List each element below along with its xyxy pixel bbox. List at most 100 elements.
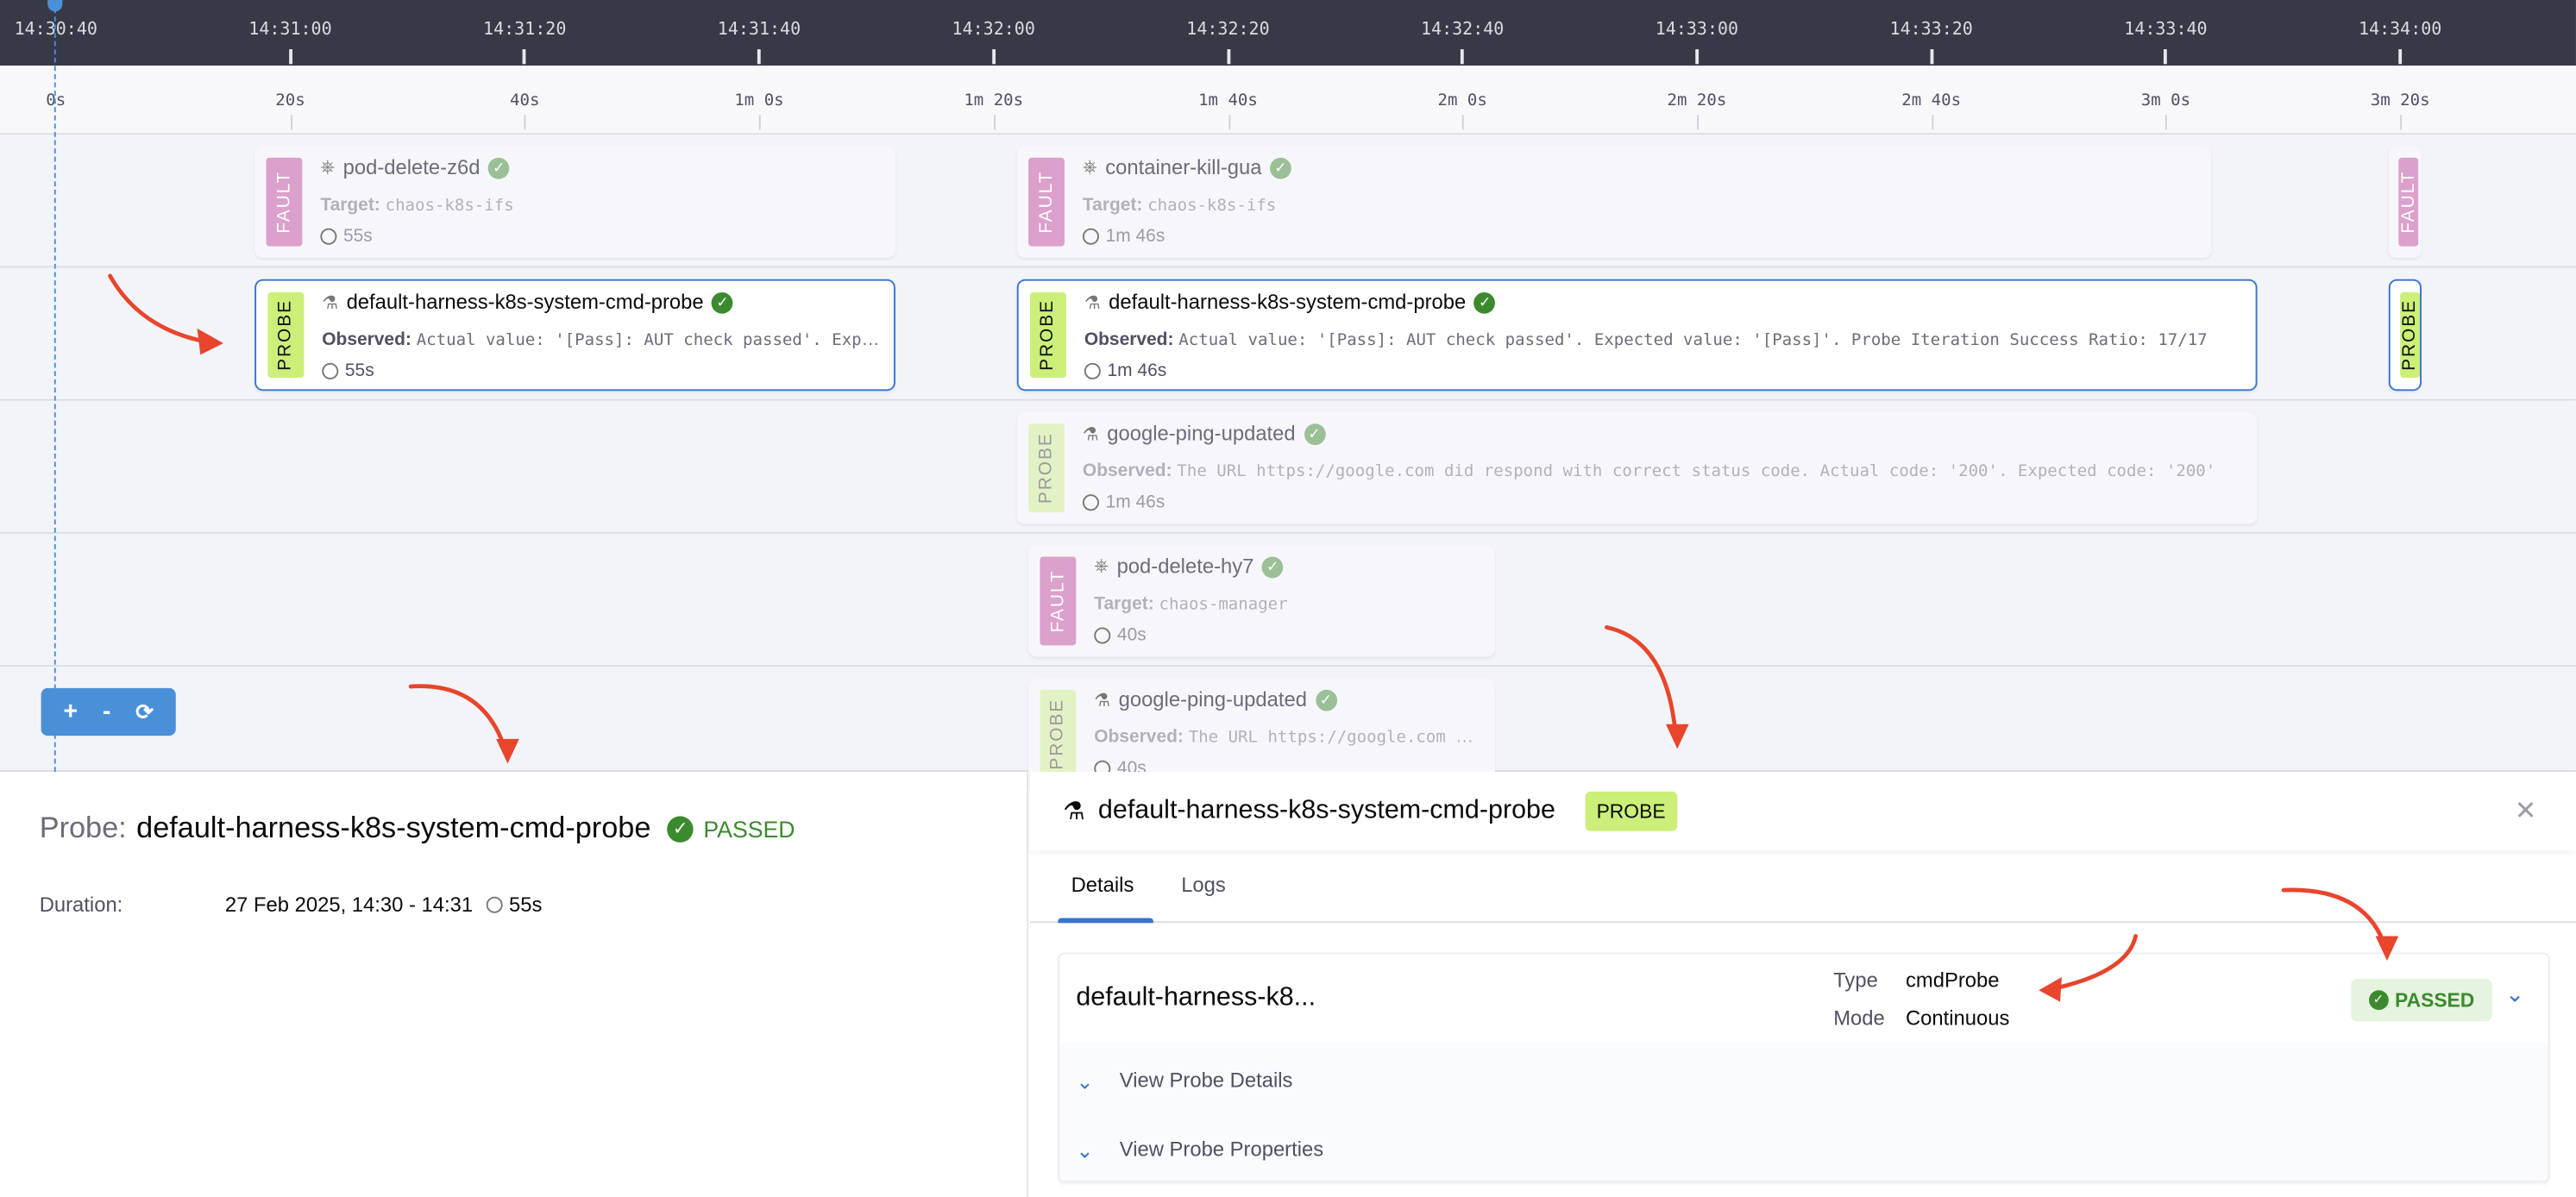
fault-tag: FAULT (266, 157, 303, 247)
tab-logs[interactable]: Logs (1181, 874, 1226, 897)
clock-tick (1695, 49, 1699, 65)
probe-card[interactable]: PROBE (2388, 279, 2422, 392)
view-probe-properties-toggle[interactable]: ⌄ View Probe Properties (1076, 1138, 1323, 1163)
card-field-label: Observed: (322, 329, 412, 350)
clock-tick (991, 49, 996, 65)
mode-label: Mode (1833, 1006, 1885, 1030)
kubernetes-icon: ⎈ (320, 156, 336, 177)
probe-card[interactable]: PROBE ⚗ google-ping-updated ✓ Observed: The … (1028, 678, 1495, 790)
probe-card[interactable]: PROBE ⚗ google-ping-updated ✓ Observed: The … (1016, 411, 2258, 524)
elapsed-tick (290, 115, 292, 130)
kubernetes-icon: ⎈ (1082, 156, 1097, 177)
clock-icon (1082, 494, 1099, 511)
mode-value: Continuous (1905, 1006, 2010, 1030)
duration-label: Duration: (39, 893, 123, 917)
type-value: cmdProbe (1905, 968, 2000, 993)
probe-result-card: default-harness-k8... Type cmdProbe Mode… (1058, 952, 2550, 1183)
tag-label: PROBE (1036, 432, 1057, 504)
check-circle-icon: ✓ (1473, 291, 1496, 313)
fault-card[interactable]: FAULT ⎈ pod-delete-hy7 ✓ Target: chaos-manag… (1028, 545, 1495, 657)
card-title: default-harness-k8s-system-cmd-probe (346, 291, 704, 314)
tag-label: PROBE (1038, 299, 1059, 371)
probe-title-name: default-harness-k8s-system-cmd-probe (136, 811, 651, 844)
clock-tick (2164, 49, 2168, 65)
check-circle-icon: ✓ (487, 156, 510, 179)
card-field-label: Target: (1082, 195, 1143, 216)
clock-tick-label: 14:31:40 (717, 19, 801, 40)
check-circle-icon: ✓ (1261, 555, 1284, 578)
probe-tag: PROBE (267, 291, 305, 378)
elapsed-tick (993, 115, 996, 130)
probe-card[interactable]: PROBE ⚗ default-harness-k8s-system-cmd-pro… (1016, 279, 2258, 392)
clock-tick (757, 49, 761, 65)
elapsed-tick-label: 2m 0s (1437, 91, 1487, 110)
card-field-label: Observed: (1084, 329, 1174, 350)
view-probe-details-toggle[interactable]: ⌄ View Probe Details (1076, 1069, 1292, 1094)
elapsed-tick-label: 1m 0s (734, 91, 784, 110)
elapsed-tick-label: 40s (510, 91, 540, 110)
zoom-controls: + - ⟳ (41, 687, 176, 736)
passed-badge: ✓ PASSED (2351, 978, 2492, 1022)
clock-tick-label: 14:32:40 (1421, 19, 1505, 40)
duration-elapsed: 55s (508, 893, 543, 917)
card-duration: 40s (1116, 625, 1147, 646)
tag-label: FAULT (1036, 170, 1057, 234)
elapsed-tick (1931, 115, 1933, 130)
fault-card[interactable]: FAULT ⎈ pod-delete-z6d ✓ Target: chaos-k8s-i… (254, 146, 895, 258)
probe-icon: ⚗ (1084, 292, 1101, 313)
close-button[interactable]: ✕ (2514, 798, 2537, 826)
clock-tick-label: 14:31:20 (483, 19, 567, 40)
duration-value: 27 Feb 2025, 14:30 - 14:31 (224, 893, 474, 917)
timeline-cursor[interactable] (53, 0, 56, 773)
tab-details[interactable]: Details (1071, 874, 1134, 897)
probe-icon: ⚗ (1094, 690, 1111, 711)
card-field-value: chaos-k8s-ifs (385, 197, 514, 216)
card-duration: 1m 46s (1105, 226, 1165, 247)
probe-icon: ⚗ (1063, 798, 1085, 826)
check-circle-icon: ✓ (712, 291, 733, 313)
active-tab-indicator (1058, 918, 1153, 924)
card-field-label: Target: (1094, 594, 1154, 615)
clock-tick (2398, 49, 2403, 65)
tag-label: PROBE (2400, 299, 2421, 371)
elapsed-tick (2165, 115, 2168, 130)
fault-tag: FAULT (1028, 157, 1065, 247)
clock-tick-label: 14:33:40 (2124, 19, 2208, 40)
clock-tick (1226, 49, 1230, 65)
card-field-value: Actual value: '[Pass]: AUT check passed'… (416, 331, 881, 350)
elapsed-tick-label: 3m 0s (2140, 91, 2191, 110)
zoom-in-button[interactable]: + (63, 698, 79, 726)
elapsed-tick-label: 2m 20s (1667, 91, 1727, 110)
clock-time-axis: 14:30:40 14:31:00 14:31:20 14:31:40 14:32:00… (0, 0, 2576, 66)
clock-tick-label: 14:33:00 (1655, 19, 1739, 40)
reset-zoom-button[interactable]: ⟳ (135, 699, 154, 724)
clock-tick-label: 14:32:20 (1186, 19, 1270, 40)
probe-summary-panel: Probe: default-harness-k8s-system-cmd-pr… (0, 772, 1029, 1197)
card-duration: 55s (344, 360, 374, 381)
card-title: google-ping-updated (1118, 687, 1307, 711)
clock-tick-label: 14:34:00 (2359, 19, 2442, 40)
tag-label: PROBE (275, 299, 296, 371)
clock-icon (1094, 627, 1111, 644)
card-field-value: The URL https://google.com did respond w… (1188, 729, 1482, 748)
drawer-title: default-harness-k8s-system-cmd-probe (1097, 796, 1555, 824)
check-circle-icon: ✓ (1315, 688, 1337, 711)
clock-tick-label: 14:33:20 (1889, 19, 1973, 40)
card-duration: 1m 46s (1107, 360, 1167, 381)
elapsed-tick-label: 3m 20s (2370, 91, 2430, 110)
timeline-cursor-handle[interactable] (47, 0, 63, 12)
fault-card[interactable]: FAULT (2388, 146, 2422, 258)
card-field-label: Observed: (1094, 727, 1184, 748)
elapsed-tick (2400, 115, 2403, 130)
card-title: container-kill-gua (1105, 155, 1262, 179)
type-label: Type (1833, 968, 1878, 993)
zoom-out-button[interactable]: - (102, 698, 111, 726)
fault-card[interactable]: FAULT ⎈ container-kill-gua ✓ Target: chaos-k… (1016, 146, 2212, 258)
clock-tick (1461, 49, 1465, 65)
fault-tag: FAULT (2398, 157, 2418, 247)
timeline-row: PROBE ⚗ default-harness-k8s-system-cmd-pro… (0, 267, 2576, 401)
probe-card[interactable]: PROBE ⚗ default-harness-k8s-system-cmd-pro… (254, 279, 895, 392)
check-circle-icon: ✓ (1304, 423, 1325, 445)
expand-chevron-icon[interactable]: ⌄ (2505, 980, 2525, 1007)
card-duration: 55s (342, 226, 373, 247)
